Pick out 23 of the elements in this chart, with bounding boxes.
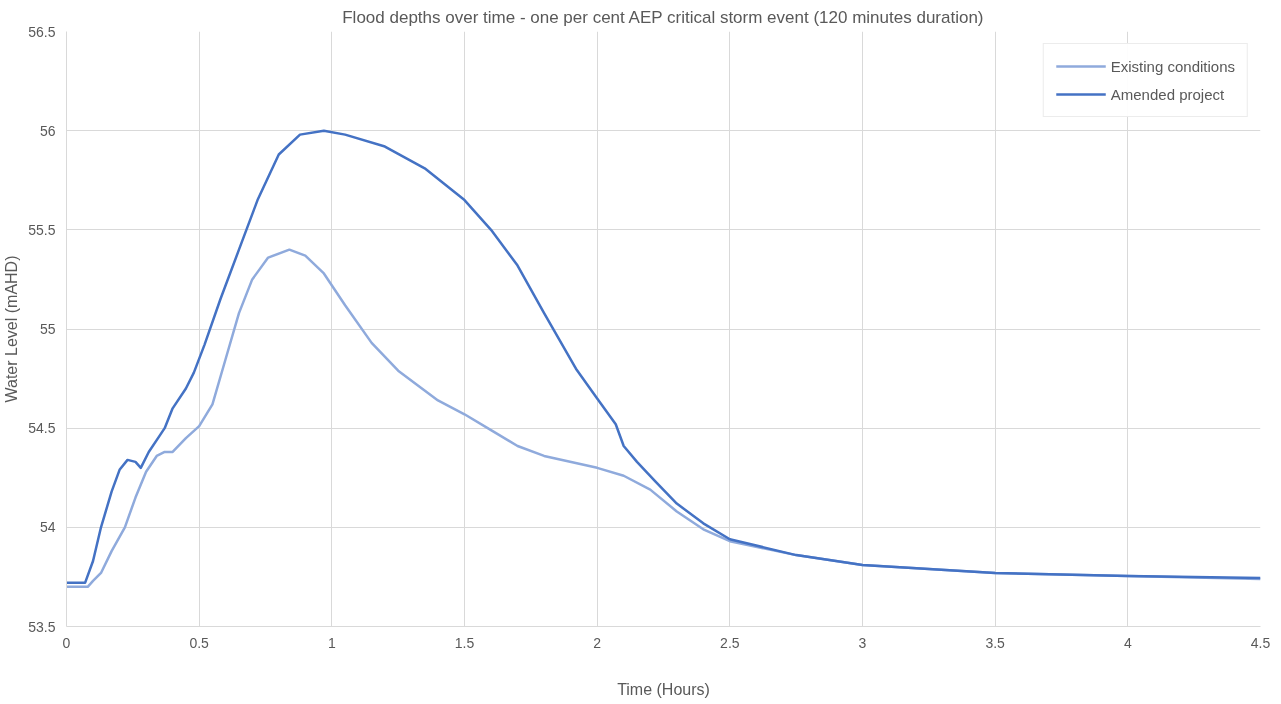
y-tick-label: 54.5 [28,420,56,437]
x-tick-label: 2 [593,634,602,651]
y-tick-label: 55.5 [28,221,56,238]
x-axis-title: Time (Hours) [617,680,710,698]
x-tick-label: 3 [858,634,867,651]
y-tick-label: 55 [39,321,56,337]
x-tick-label: 1 [327,634,336,651]
x-tick-label: 4 [1123,634,1132,651]
x-tick-label: 0.5 [189,634,210,651]
y-tick-label: 56 [39,122,56,139]
legend-label: Existing conditions [1110,57,1235,75]
x-tick-label: 3.5 [985,634,1006,651]
x-tick-label: 4.5 [1250,634,1271,651]
y-tick-label: 56.5 [28,23,56,40]
y-axis-title: Water Level (mAHD) [3,255,21,403]
line-series [66,129,1261,585]
chart-title: Flood depths over time - one per cent AEP critical storm event (120 minutes duration) [342,7,984,27]
x-tick-label: 0 [62,634,71,651]
x-tick-label: 1.5 [454,634,475,651]
y-tick-label: 53.5 [28,618,56,635]
legend-label: Amended project [1110,85,1225,103]
y-tick-label: 54 [39,519,56,536]
x-tick-label: 2.5 [720,634,740,651]
